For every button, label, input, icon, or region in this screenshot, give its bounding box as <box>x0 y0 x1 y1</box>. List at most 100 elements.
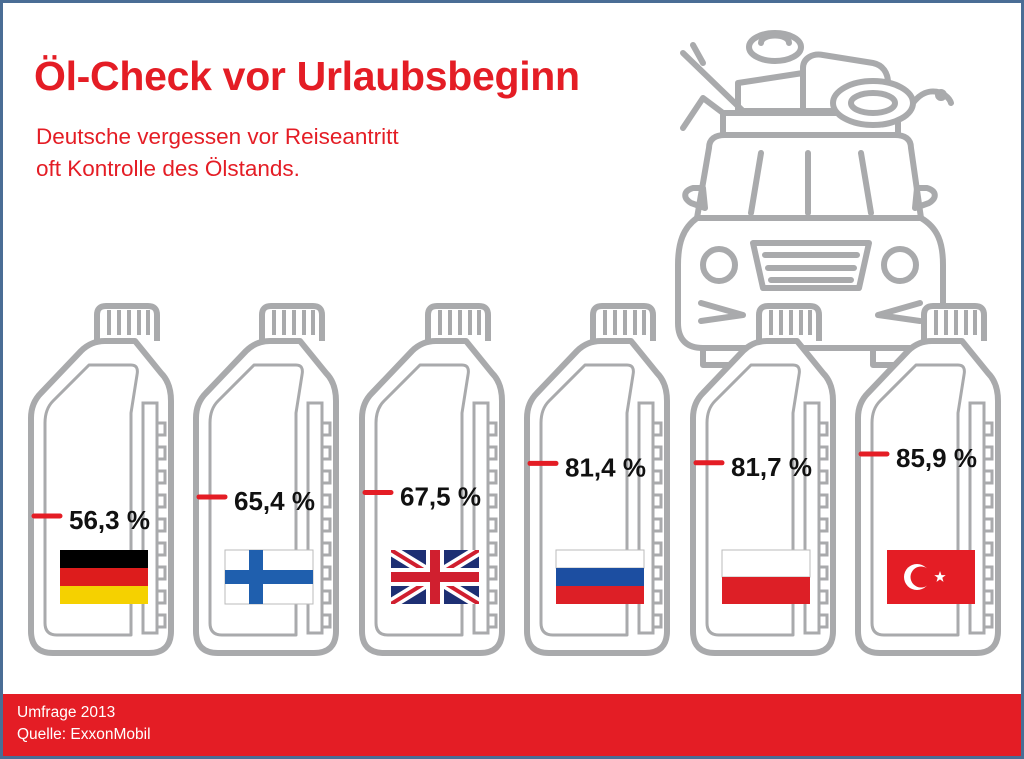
bottle-label-outline <box>374 363 470 637</box>
bottle-grip <box>819 445 829 461</box>
bottle-grip <box>488 613 498 629</box>
bottle-grip <box>488 469 498 485</box>
bottle-body <box>28 338 174 656</box>
bottle-grip <box>488 589 498 605</box>
bottle-body <box>855 338 1001 656</box>
bottles-group: 56,3 % 65,4 % 67,5 % 81,4 % 81,7 % 85,9 % <box>28 303 1001 656</box>
value-label: 67,5 % <box>400 482 481 512</box>
oil-chart: 56,3 % 65,4 % 67,5 % 81,4 % 81,7 % 85,9 % <box>28 30 1001 656</box>
bottle-grip <box>819 493 829 509</box>
bottle-cap-ridges <box>934 310 977 335</box>
bottle-cap-ridges <box>769 310 812 335</box>
bottle-grip <box>157 541 167 557</box>
page-title: Öl-Check vor Urlaubsbeginn <box>34 53 580 99</box>
bottle-grip <box>322 565 332 581</box>
uk-flag <box>391 550 479 604</box>
bottle-grip <box>653 589 663 605</box>
flag-stripe <box>60 550 148 568</box>
poland-flag <box>721 549 811 604</box>
bottle-label-outline <box>870 363 966 637</box>
bottle-label-outline <box>539 363 635 637</box>
bottle-grip <box>819 517 829 533</box>
turkey-flag <box>887 550 975 604</box>
bottle-grip <box>819 565 829 581</box>
bottle-grip <box>984 613 994 629</box>
bottle-grip <box>653 565 663 581</box>
finland-flag <box>224 549 314 605</box>
oil-bottle: 67,5 % <box>359 303 505 656</box>
bottle-grip <box>819 613 829 629</box>
bottle-grip <box>157 613 167 629</box>
bottle-body <box>524 338 670 656</box>
bottle-grip <box>653 445 663 461</box>
flag-stripe <box>60 568 148 586</box>
bottle-grip <box>653 517 663 533</box>
bottle-grip <box>322 517 332 533</box>
bottle-label-outline <box>705 363 801 637</box>
oil-bottle: 65,4 % <box>193 303 339 656</box>
bottle-grip <box>653 613 663 629</box>
flag-cross <box>225 570 313 584</box>
bottle-grip <box>819 541 829 557</box>
bottle-grip <box>984 589 994 605</box>
bottle-grip <box>819 469 829 485</box>
flag-stripe <box>722 577 810 604</box>
bottle-cap-ridges <box>603 310 646 335</box>
footer-bar: Umfrage 2013 Quelle: ExxonMobil <box>3 694 1021 756</box>
survey-label: Umfrage 2013 <box>17 704 116 721</box>
flag-stripe <box>555 549 645 569</box>
bottle-grip <box>653 469 663 485</box>
bottle-grip <box>322 445 332 461</box>
flag-stripe <box>721 549 811 578</box>
bottle-grip <box>984 517 994 533</box>
flag-cross <box>391 572 479 582</box>
value-label: 81,4 % <box>565 452 646 482</box>
bottle-grip <box>157 445 167 461</box>
bottle-grip <box>653 421 663 437</box>
value-label: 85,9 % <box>896 443 977 473</box>
subtitle: Deutsche vergessen vor Reiseantritt oft … <box>36 121 556 185</box>
bottle-grip <box>157 421 167 437</box>
bottle-grip <box>322 541 332 557</box>
bottle-grip <box>984 469 994 485</box>
flag-stripe <box>60 586 148 604</box>
car-illustration-icon <box>675 30 954 368</box>
subtitle-line-2: oft Kontrolle des Ölstands. <box>36 156 300 181</box>
bottle-grip <box>984 565 994 581</box>
bottle-grip <box>819 421 829 437</box>
bottle-grip <box>157 565 167 581</box>
bottle-label-outline <box>43 363 139 637</box>
oil-bottle: 85,9 % <box>855 303 1001 656</box>
bottle-grip <box>322 421 332 437</box>
bottle-grip <box>819 589 829 605</box>
bottle-grip <box>322 589 332 605</box>
bottle-grip <box>157 589 167 605</box>
bottle-grip <box>488 445 498 461</box>
bottle-cap-ridges <box>107 310 150 335</box>
flag-star <box>934 571 946 582</box>
bottle-grip <box>984 493 994 509</box>
russia-flag <box>555 549 645 604</box>
flag-stripe <box>556 586 644 604</box>
bottle-grip <box>488 541 498 557</box>
bottle-body <box>690 338 836 656</box>
value-label: 56,3 % <box>69 505 150 535</box>
flag-crescent <box>910 566 932 588</box>
value-label: 81,7 % <box>731 452 812 482</box>
bottle-grip <box>157 517 167 533</box>
bottle-label-outline <box>208 363 304 637</box>
subtitle-line-1: Deutsche vergessen vor Reiseantritt <box>36 124 399 149</box>
bottle-cap-ridges <box>438 310 481 335</box>
bottle-grip <box>984 541 994 557</box>
bottle-grip <box>157 493 167 509</box>
bottle-grip <box>984 421 994 437</box>
oil-bottle: 81,7 % <box>690 303 836 656</box>
flag-union <box>391 550 479 604</box>
oil-bottle: 81,4 % <box>524 303 670 656</box>
flag-stripe <box>556 568 644 586</box>
bottle-grip <box>984 445 994 461</box>
bottle-grip <box>157 469 167 485</box>
oil-bottle: 56,3 % <box>28 303 174 656</box>
bottle-grip <box>322 493 332 509</box>
